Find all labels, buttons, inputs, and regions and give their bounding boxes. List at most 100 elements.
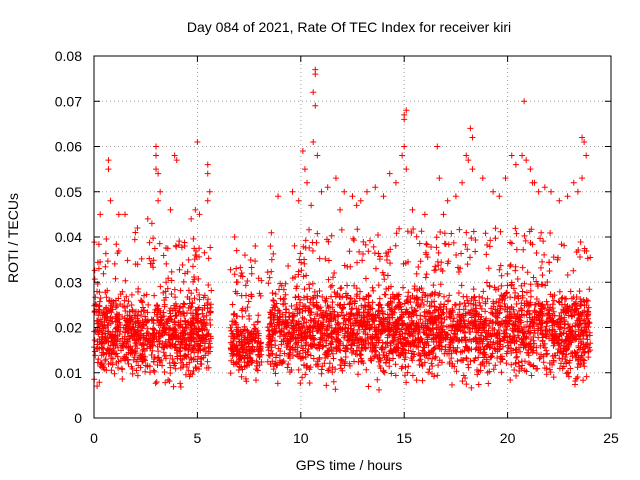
data-point (304, 326, 311, 333)
data-point (519, 264, 526, 271)
data-point (324, 353, 331, 360)
data-point (489, 310, 496, 317)
data-point (125, 338, 132, 345)
data-point (572, 331, 579, 338)
data-point (546, 268, 553, 275)
data-point (416, 326, 423, 333)
data-point (291, 242, 298, 249)
data-point (337, 285, 344, 292)
data-point (105, 157, 112, 164)
data-point (492, 339, 499, 346)
data-point (162, 294, 169, 301)
data-point (150, 264, 157, 271)
data-point (515, 344, 522, 351)
data-point (114, 353, 121, 360)
data-point (556, 355, 563, 362)
data-point (168, 277, 175, 284)
data-point (537, 235, 544, 242)
data-point (179, 329, 186, 336)
data-point (280, 331, 287, 338)
data-point (507, 261, 514, 268)
data-point (353, 316, 360, 323)
data-point (94, 341, 101, 348)
data-point (252, 377, 259, 384)
data-point (488, 353, 495, 360)
data-point (177, 333, 184, 340)
data-point (244, 336, 251, 343)
data-point (401, 300, 408, 307)
data-point (533, 278, 540, 285)
data-point (292, 294, 299, 301)
data-point (284, 364, 291, 371)
data-point (462, 310, 469, 317)
data-point (382, 359, 389, 366)
data-point (304, 296, 311, 303)
data-point (139, 317, 146, 324)
data-point (334, 290, 341, 297)
data-point (375, 250, 382, 257)
data-point (483, 336, 490, 343)
data-point (150, 367, 157, 374)
data-point (306, 379, 313, 386)
data-point (120, 340, 127, 347)
data-point (577, 311, 584, 318)
data-point (236, 338, 243, 345)
data-point (247, 257, 254, 264)
data-point (479, 324, 486, 331)
data-point (159, 320, 166, 327)
data-point (414, 330, 421, 337)
y-tick-label: 0.03 (55, 274, 82, 290)
data-point (587, 254, 594, 261)
data-point (433, 306, 440, 313)
data-point (230, 338, 237, 345)
data-point (191, 273, 198, 280)
data-point (206, 188, 213, 195)
data-point (511, 366, 518, 373)
data-point (98, 360, 105, 367)
data-point (562, 309, 569, 316)
data-point (360, 304, 367, 311)
data-point (462, 375, 469, 382)
data-point (437, 306, 444, 313)
data-point (324, 302, 331, 309)
data-point (307, 295, 314, 302)
data-point (164, 245, 171, 252)
data-point (253, 362, 260, 369)
data-point (285, 361, 292, 368)
data-point (506, 263, 513, 270)
data-point (415, 263, 422, 270)
data-point (171, 286, 178, 293)
data-point (395, 340, 402, 347)
data-point (485, 265, 492, 272)
data-point (486, 368, 493, 375)
data-point (116, 311, 123, 318)
data-point (440, 322, 447, 329)
data-point (394, 303, 401, 310)
data-point (111, 370, 118, 377)
data-point (115, 364, 122, 371)
data-point (453, 368, 460, 375)
data-point (205, 255, 212, 262)
data-point (347, 325, 354, 332)
data-point (438, 320, 445, 327)
data-point (375, 308, 382, 315)
data-point (549, 293, 556, 300)
data-point (583, 248, 590, 255)
data-point (472, 317, 479, 324)
data-point (276, 322, 283, 329)
data-point (492, 235, 499, 242)
data-point (433, 326, 440, 333)
data-point (478, 313, 485, 320)
data-point (465, 364, 472, 371)
data-point (349, 329, 356, 336)
data-point (464, 261, 471, 268)
data-point (501, 306, 508, 313)
data-point (544, 301, 551, 308)
data-point (297, 355, 304, 362)
data-point (438, 311, 445, 318)
data-point (398, 317, 405, 324)
data-point (102, 263, 109, 270)
data-point (469, 306, 476, 313)
data-point (160, 309, 167, 316)
data-point (289, 275, 296, 282)
